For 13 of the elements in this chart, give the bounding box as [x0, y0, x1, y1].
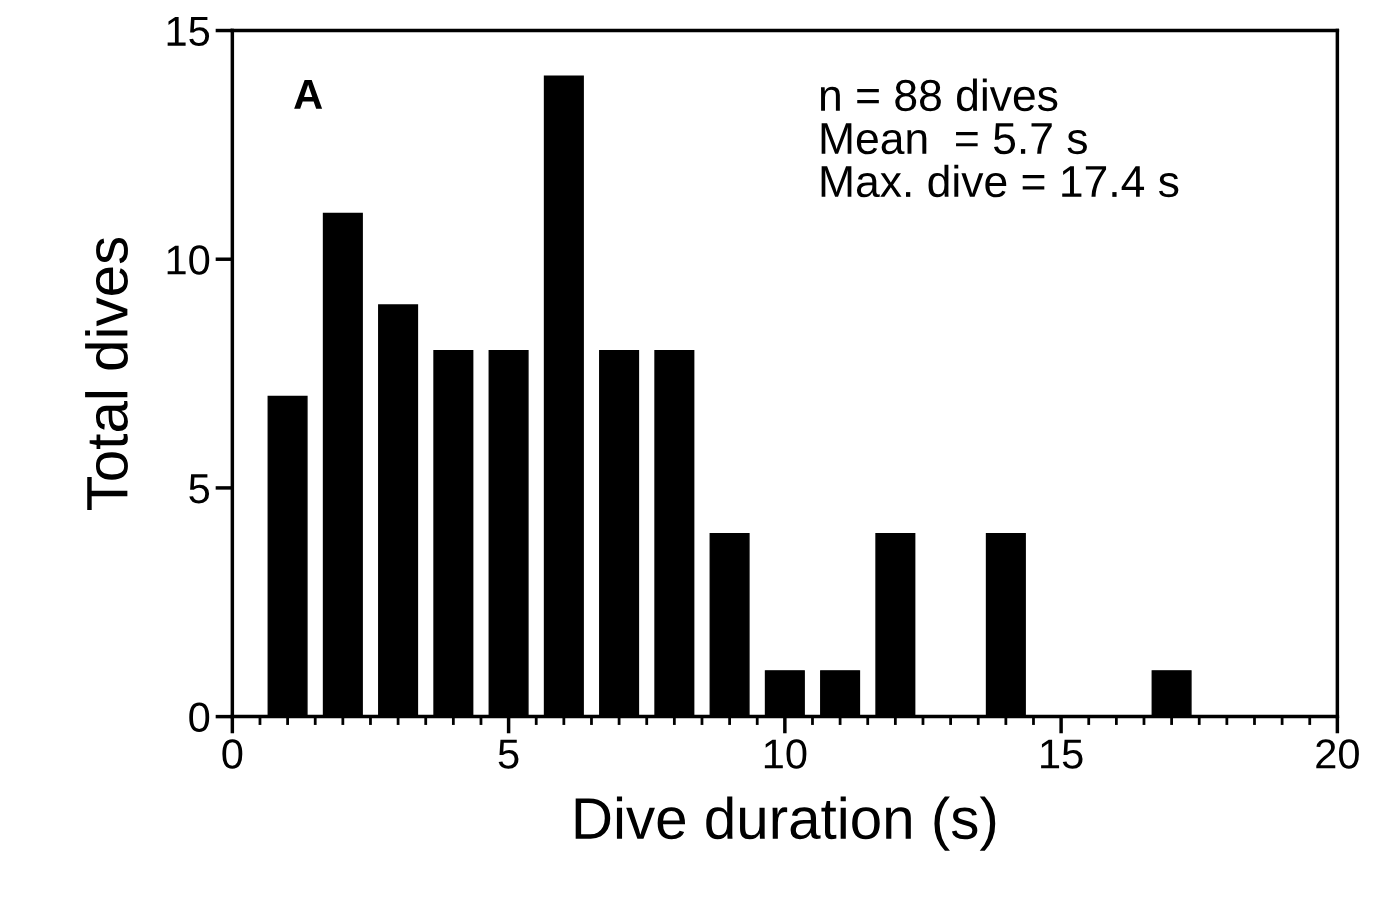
- x-tick-label: 15: [1041, 739, 1083, 769]
- annotation: n = 88 dives Mean = 5.7 s Max. dive = 17.4 s: [820, 78, 1179, 198]
- x-tick-label: 10: [764, 739, 807, 769]
- annotation: A: [294, 80, 323, 109]
- x-tick-label: 5: [498, 739, 519, 769]
- y-tick-label: 5: [189, 474, 210, 504]
- y-tick-label: 10: [167, 245, 210, 275]
- x-tick-label: 20: [1316, 739, 1359, 769]
- x-axis-title: Dive duration (s): [575, 796, 996, 851]
- y-axis-title: Total dives: [85, 237, 128, 511]
- y-tick-label: 15: [167, 16, 210, 47]
- y-tick-label: 0: [189, 702, 210, 733]
- x-tick-label: 0: [222, 739, 243, 769]
